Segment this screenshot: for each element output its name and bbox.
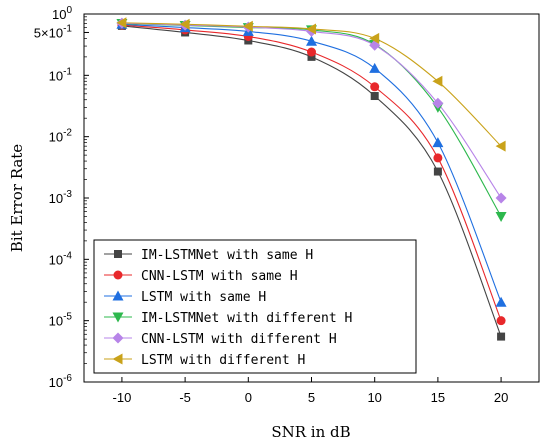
legend-label: IM-LSTMNet with different H (141, 311, 352, 326)
data-point (433, 167, 442, 176)
data-point (432, 75, 443, 87)
data-point (495, 192, 507, 204)
data-point (496, 316, 506, 326)
legend-marker (113, 270, 123, 280)
x-tick-label: 0 (245, 390, 252, 405)
data-point (432, 137, 444, 148)
y-tick-label: 10-4 (49, 250, 73, 267)
y-tick-label: 10-3 (49, 189, 73, 206)
data-point (370, 82, 380, 92)
data-point (495, 211, 507, 222)
data-point (432, 97, 444, 109)
y-tick-label: 10-2 (49, 128, 73, 145)
legend-marker (114, 250, 122, 258)
data-point (242, 20, 253, 32)
legend-label: CNN-LSTM with same H (141, 269, 298, 284)
x-tick-label: 5 (308, 390, 315, 405)
legend-label: CNN-LSTM with different H (141, 332, 337, 347)
data-point (370, 92, 379, 101)
x-axis-title: SNR in dB (271, 423, 350, 441)
data-point (116, 17, 127, 29)
y-tick-label: 10-6 (49, 373, 73, 390)
legend-label: LSTM with different H (141, 353, 305, 368)
y-axis-title: Bit Error Rate (8, 144, 26, 252)
legend: IM-LSTMNet with same H CNN-LSTM with same… (93, 239, 417, 374)
legend-label: IM-LSTMNet with same H (141, 248, 313, 263)
data-point (179, 18, 190, 30)
x-tick-label: 10 (367, 390, 381, 405)
data-point (495, 140, 506, 152)
y-tick-label: 10-1 (49, 66, 73, 83)
data-point (306, 35, 317, 46)
data-point (369, 32, 380, 44)
legend-marker (112, 332, 124, 344)
data-point (495, 296, 507, 307)
y-tick-label: 100 (52, 5, 72, 22)
y-tick-label: 5×10-1 (34, 23, 73, 40)
series-line-3 (121, 23, 502, 303)
data-point (307, 52, 316, 61)
legend-label: LSTM with same H (141, 290, 266, 305)
legend-marker (112, 353, 123, 365)
data-point (497, 332, 506, 341)
legend-marker (112, 290, 124, 301)
series-line-2 (121, 24, 502, 321)
series-line-1 (121, 25, 502, 337)
legend-marker (112, 312, 124, 323)
series-markers (116, 17, 507, 341)
data-point (307, 47, 316, 57)
data-point (369, 62, 381, 73)
x-tick-label: 20 (494, 390, 508, 405)
x-tick-label: 15 (431, 390, 445, 405)
data-point (433, 153, 443, 163)
x-tick-label: -10 (113, 390, 132, 405)
x-tick-label: -5 (179, 390, 191, 405)
data-point (306, 23, 316, 35)
legend-box (93, 239, 417, 374)
y-tick-label: 10-5 (49, 312, 73, 329)
